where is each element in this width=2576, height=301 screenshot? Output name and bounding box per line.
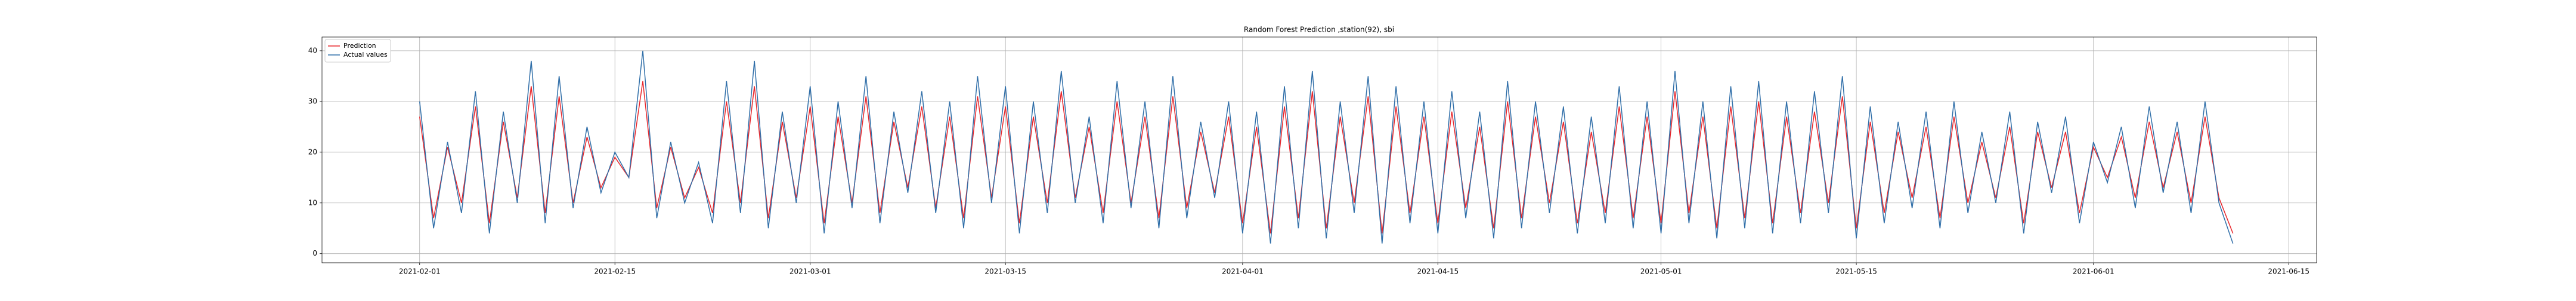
legend-label: Actual values xyxy=(343,51,388,59)
y-tick-label: 20 xyxy=(308,148,317,156)
y-tick-label: 30 xyxy=(308,97,317,105)
x-tick-label: 2021-06-01 xyxy=(2073,268,2114,276)
legend-label: Prediction xyxy=(343,42,376,50)
legend-box xyxy=(324,39,391,63)
y-tick-label: 0 xyxy=(312,249,317,257)
chart-title: Random Forest Prediction ,station(92), s… xyxy=(1244,26,1394,34)
x-tick-label: 2021-06-15 xyxy=(2268,268,2309,276)
y-tick-label: 40 xyxy=(308,46,317,54)
line-series xyxy=(419,81,2234,234)
x-tick-label: 2021-03-01 xyxy=(789,268,831,276)
x-tick-label: 2021-02-01 xyxy=(399,268,441,276)
x-tick-label: 2021-05-01 xyxy=(1640,268,1682,276)
x-tick-label: 2021-02-15 xyxy=(594,268,636,276)
x-tick-label: 2021-03-15 xyxy=(984,268,1026,276)
plot-frame xyxy=(321,36,2317,263)
line-series xyxy=(419,50,2234,244)
x-tick-label: 2021-05-15 xyxy=(1835,268,1877,276)
y-tick-label: 10 xyxy=(308,198,317,207)
x-tick-label: 2021-04-15 xyxy=(1417,268,1459,276)
x-tick-label: 2021-04-01 xyxy=(1222,268,1264,276)
